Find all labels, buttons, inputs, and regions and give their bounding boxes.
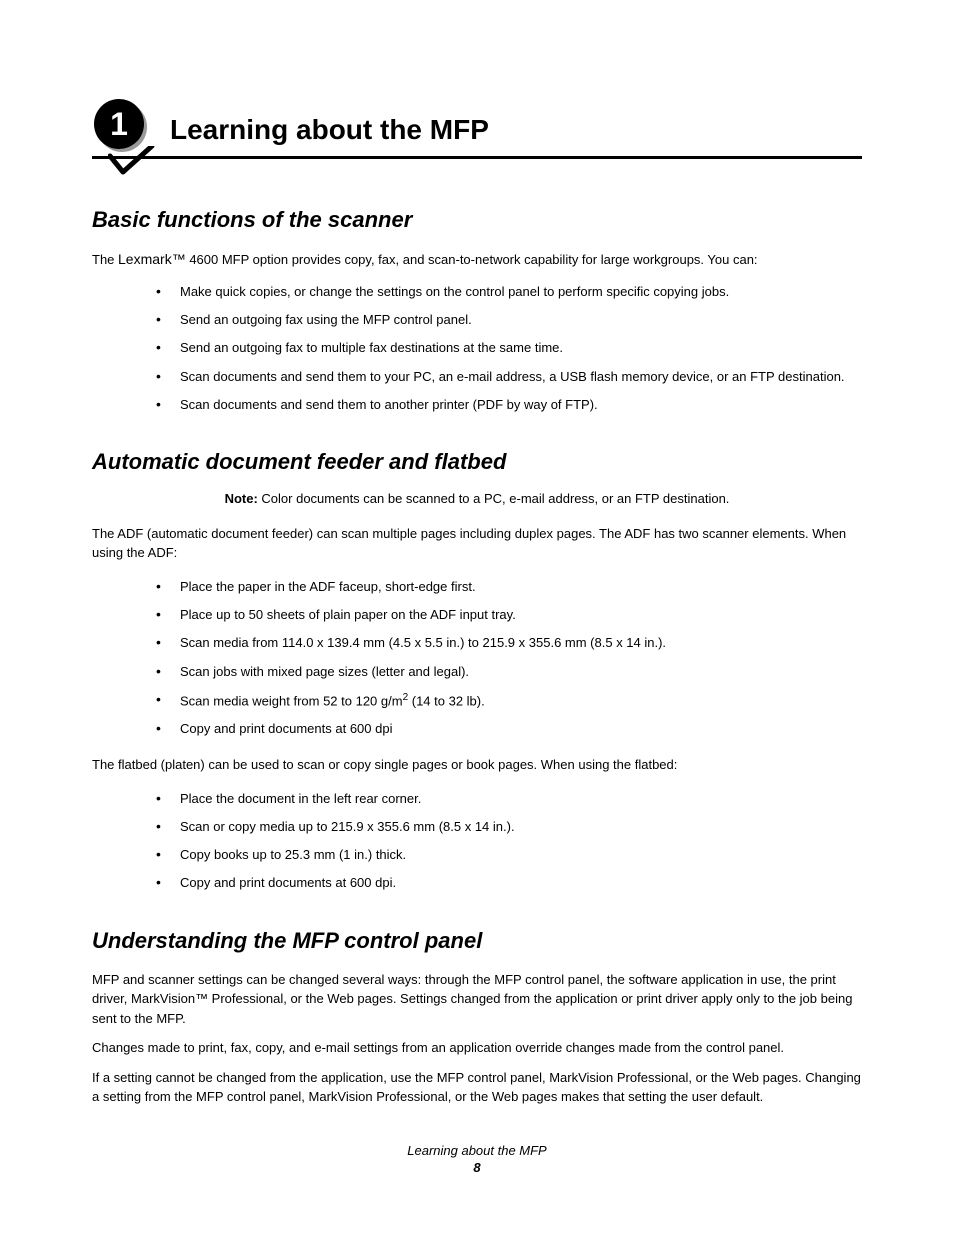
chapter-number: 1 <box>110 106 128 142</box>
note-block: Note: Color documents can be scanned to … <box>92 491 862 506</box>
footer-page-number: 8 <box>0 1160 954 1175</box>
section2-para2: The flatbed (platen) can be used to scan… <box>92 755 862 775</box>
section2-para1: The ADF (automatic document feeder) can … <box>92 524 862 563</box>
section-heading-basic-functions: Basic functions of the scanner <box>92 207 862 233</box>
section2-bullets-flatbed: Place the document in the left rear corn… <box>92 785 862 898</box>
weight-post: (14 to 32 lb). <box>408 693 485 708</box>
list-item: Copy and print documents at 600 dpi <box>156 715 862 743</box>
list-item: Scan documents and send them to another … <box>156 391 862 419</box>
intro-suffix: 4600 MFP option provides copy, fax, and … <box>186 252 758 267</box>
section1-intro: The Lexmark™ 4600 MFP option provides co… <box>92 249 862 270</box>
list-item: Scan jobs with mixed page sizes (letter … <box>156 658 862 686</box>
list-item: Scan media weight from 52 to 120 g/m2 (1… <box>156 686 862 716</box>
list-item: Scan or copy media up to 215.9 x 355.6 m… <box>156 813 862 841</box>
chapter-checkmark-icon <box>108 146 158 180</box>
list-item: Send an outgoing fax using the MFP contr… <box>156 306 862 334</box>
section3-para2: Changes made to print, fax, copy, and e-… <box>92 1038 862 1058</box>
section3-para1: MFP and scanner settings can be changed … <box>92 970 862 1029</box>
list-item: Place the paper in the ADF faceup, short… <box>156 573 862 601</box>
list-item: Make quick copies, or change the setting… <box>156 278 862 306</box>
footer-title: Learning about the MFP <box>0 1143 954 1158</box>
section1-bullets: Make quick copies, or change the setting… <box>92 278 862 419</box>
section3-para3: If a setting cannot be changed from the … <box>92 1068 862 1107</box>
intro-prefix: The <box>92 252 118 267</box>
section-heading-adf-flatbed: Automatic document feeder and flatbed <box>92 449 862 475</box>
section-heading-control-panel: Understanding the MFP control panel <box>92 928 862 954</box>
note-text: Color documents can be scanned to a PC, … <box>258 491 730 506</box>
list-item: Scan documents and send them to your PC,… <box>156 363 862 391</box>
list-item: Copy and print documents at 600 dpi. <box>156 869 862 897</box>
document-page: 1 Learning about the MFP Basic functions… <box>0 0 954 1107</box>
chapter-title: Learning about the MFP <box>92 100 862 159</box>
list-item: Send an outgoing fax to multiple fax des… <box>156 334 862 362</box>
section2-bullets-adf: Place the paper in the ADF faceup, short… <box>92 573 862 743</box>
brand-name: Lexmark™ <box>118 251 186 267</box>
note-label: Note: <box>225 491 258 506</box>
chapter-header: 1 Learning about the MFP <box>92 100 862 159</box>
list-item: Copy books up to 25.3 mm (1 in.) thick. <box>156 841 862 869</box>
page-footer: Learning about the MFP 8 <box>0 1143 954 1175</box>
weight-pre: Scan media weight from 52 to 120 g/m <box>180 693 403 708</box>
list-item: Place up to 50 sheets of plain paper on … <box>156 601 862 629</box>
list-item: Place the document in the left rear corn… <box>156 785 862 813</box>
chapter-badge: 1 <box>92 97 144 149</box>
list-item: Scan media from 114.0 x 139.4 mm (4.5 x … <box>156 629 862 657</box>
